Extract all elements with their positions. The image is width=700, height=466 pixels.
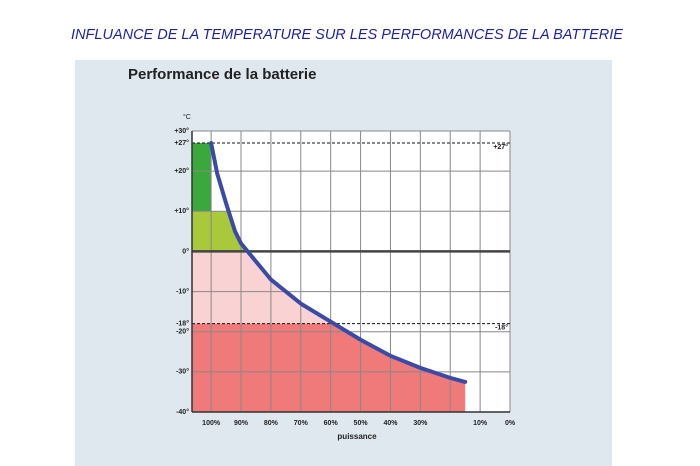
y-tick-label: -30° — [176, 368, 189, 376]
y-tick-label: -18° — [176, 320, 189, 328]
y-tick-label: +30° — [174, 127, 189, 135]
y-unit: °C — [183, 113, 191, 121]
y-tick-label: -20° — [176, 328, 189, 336]
chart-title: Performance de la batterie — [128, 66, 316, 83]
band — [192, 143, 212, 212]
y-tick-label: +10° — [174, 207, 189, 215]
y-tick-label: -10° — [176, 287, 189, 295]
curve — [209, 141, 468, 384]
page-title: INFLUANCE DE LA TEMPERATURE SUR LES PERF… — [71, 27, 623, 43]
x-tick-label: 100% — [202, 420, 221, 427]
reference-label: +27° — [493, 143, 508, 151]
x-tick-label: 90% — [234, 420, 249, 427]
x-tick-label: 60% — [324, 420, 339, 427]
y-tick-label: +20° — [174, 167, 189, 175]
x-tick-label: 80% — [264, 420, 279, 427]
y-tick-label: +27° — [174, 139, 189, 147]
reference-label: -18° — [495, 324, 508, 332]
x-tick-label: 10% — [473, 420, 488, 427]
x-tick-label: 50% — [354, 420, 369, 427]
y-tick-label: -40° — [176, 408, 189, 416]
x-tick-label: 40% — [383, 420, 398, 427]
x-tick-label: 0% — [505, 420, 516, 427]
x-axis-label: puissance — [337, 432, 377, 441]
x-tick-label: 70% — [294, 420, 309, 427]
y-tick-label: 0° — [182, 247, 189, 255]
x-tick-label: 30% — [413, 420, 428, 427]
